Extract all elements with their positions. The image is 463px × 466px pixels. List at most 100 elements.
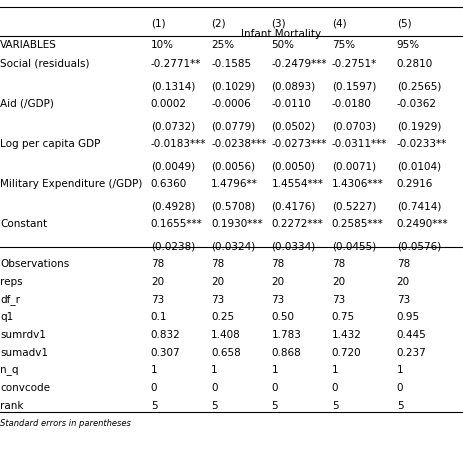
Text: 20: 20 xyxy=(211,277,224,287)
Text: -0.0362: -0.0362 xyxy=(396,99,436,109)
Text: 1.4796**: 1.4796** xyxy=(211,179,257,189)
Text: 50%: 50% xyxy=(271,40,294,50)
Text: (0.0779): (0.0779) xyxy=(211,121,255,131)
Text: (0.0502): (0.0502) xyxy=(271,121,315,131)
Text: (0.0104): (0.0104) xyxy=(396,161,440,171)
Text: (1): (1) xyxy=(150,19,165,28)
Text: 0.6360: 0.6360 xyxy=(150,179,187,189)
Text: 0.1: 0.1 xyxy=(150,312,167,322)
Text: 73: 73 xyxy=(271,295,284,304)
Text: Constant: Constant xyxy=(0,219,47,229)
Text: 5: 5 xyxy=(396,401,402,411)
Text: 5: 5 xyxy=(271,401,277,411)
Text: (0.1929): (0.1929) xyxy=(396,121,440,131)
Text: -0.0273***: -0.0273*** xyxy=(271,139,326,149)
Text: (3): (3) xyxy=(271,19,286,28)
Text: 0.2490***: 0.2490*** xyxy=(396,219,447,229)
Text: -0.0183***: -0.0183*** xyxy=(150,139,206,149)
Text: (0.7414): (0.7414) xyxy=(396,201,440,211)
Text: 0.2810: 0.2810 xyxy=(396,59,432,69)
Text: Standard errors in parentheses: Standard errors in parentheses xyxy=(0,419,131,428)
Text: 75%: 75% xyxy=(331,40,354,50)
Text: q1: q1 xyxy=(0,312,13,322)
Text: reps: reps xyxy=(0,277,23,287)
Text: Infant Mortality: Infant Mortality xyxy=(240,29,320,39)
Text: 0.0002: 0.0002 xyxy=(150,99,187,109)
Text: 1.4554***: 1.4554*** xyxy=(271,179,323,189)
Text: (0.0455): (0.0455) xyxy=(331,241,375,251)
Text: 1.4306***: 1.4306*** xyxy=(331,179,383,189)
Text: 1.408: 1.408 xyxy=(211,330,240,340)
Text: (5): (5) xyxy=(396,19,411,28)
Text: 78: 78 xyxy=(211,259,224,269)
Text: (0.5708): (0.5708) xyxy=(211,201,255,211)
Text: 0: 0 xyxy=(331,383,338,393)
Text: -0.0180: -0.0180 xyxy=(331,99,371,109)
Text: sumrdv1: sumrdv1 xyxy=(0,330,46,340)
Text: 1: 1 xyxy=(211,365,217,375)
Text: 1: 1 xyxy=(396,365,402,375)
Text: 0: 0 xyxy=(396,383,402,393)
Text: 20: 20 xyxy=(331,277,344,287)
Text: (0.0238): (0.0238) xyxy=(150,241,194,251)
Text: 0.2585***: 0.2585*** xyxy=(331,219,383,229)
Text: n_q: n_q xyxy=(0,365,19,375)
Text: 1.432: 1.432 xyxy=(331,330,361,340)
Text: 0.2916: 0.2916 xyxy=(396,179,432,189)
Text: 1.783: 1.783 xyxy=(271,330,300,340)
Text: 0.720: 0.720 xyxy=(331,348,361,357)
Text: 25%: 25% xyxy=(211,40,234,50)
Text: 0: 0 xyxy=(150,383,157,393)
Text: -0.0238***: -0.0238*** xyxy=(211,139,266,149)
Text: (0.0576): (0.0576) xyxy=(396,241,440,251)
Text: 73: 73 xyxy=(331,295,344,304)
Text: 1: 1 xyxy=(331,365,338,375)
Text: (0.0056): (0.0056) xyxy=(211,161,255,171)
Text: 20: 20 xyxy=(150,277,163,287)
Text: 73: 73 xyxy=(150,295,164,304)
Text: 0.237: 0.237 xyxy=(396,348,425,357)
Text: 78: 78 xyxy=(271,259,284,269)
Text: 0.868: 0.868 xyxy=(271,348,300,357)
Text: 0.1930***: 0.1930*** xyxy=(211,219,262,229)
Text: 5: 5 xyxy=(150,401,157,411)
Text: (0.4928): (0.4928) xyxy=(150,201,195,211)
Text: 0.75: 0.75 xyxy=(331,312,354,322)
Text: 20: 20 xyxy=(271,277,284,287)
Text: (0.0703): (0.0703) xyxy=(331,121,375,131)
Text: (0.1314): (0.1314) xyxy=(150,81,195,91)
Text: (0.0732): (0.0732) xyxy=(150,121,194,131)
Text: -0.1585: -0.1585 xyxy=(211,59,250,69)
Text: (0.1597): (0.1597) xyxy=(331,81,375,91)
Text: (0.0893): (0.0893) xyxy=(271,81,315,91)
Text: VARIABLES: VARIABLES xyxy=(0,40,57,50)
Text: 0.658: 0.658 xyxy=(211,348,240,357)
Text: 0.1655***: 0.1655*** xyxy=(150,219,202,229)
Text: 10%: 10% xyxy=(150,40,174,50)
Text: 5: 5 xyxy=(211,401,217,411)
Text: Observations: Observations xyxy=(0,259,69,269)
Text: 73: 73 xyxy=(396,295,409,304)
Text: -0.0110: -0.0110 xyxy=(271,99,311,109)
Text: 73: 73 xyxy=(211,295,224,304)
Text: (0.0071): (0.0071) xyxy=(331,161,375,171)
Text: 0: 0 xyxy=(271,383,277,393)
Text: sumadv1: sumadv1 xyxy=(0,348,48,357)
Text: (4): (4) xyxy=(331,19,346,28)
Text: rank: rank xyxy=(0,401,24,411)
Text: (0.5227): (0.5227) xyxy=(331,201,375,211)
Text: 0: 0 xyxy=(211,383,217,393)
Text: -0.2771**: -0.2771** xyxy=(150,59,201,69)
Text: 0.307: 0.307 xyxy=(150,348,180,357)
Text: 95%: 95% xyxy=(396,40,419,50)
Text: (0.0334): (0.0334) xyxy=(271,241,315,251)
Text: 78: 78 xyxy=(150,259,164,269)
Text: (2): (2) xyxy=(211,19,225,28)
Text: Aid (/GDP): Aid (/GDP) xyxy=(0,99,54,109)
Text: 78: 78 xyxy=(331,259,344,269)
Text: 0.50: 0.50 xyxy=(271,312,294,322)
Text: Log per capita GDP: Log per capita GDP xyxy=(0,139,100,149)
Text: -0.0233**: -0.0233** xyxy=(396,139,446,149)
Text: 1: 1 xyxy=(271,365,277,375)
Text: convcode: convcode xyxy=(0,383,50,393)
